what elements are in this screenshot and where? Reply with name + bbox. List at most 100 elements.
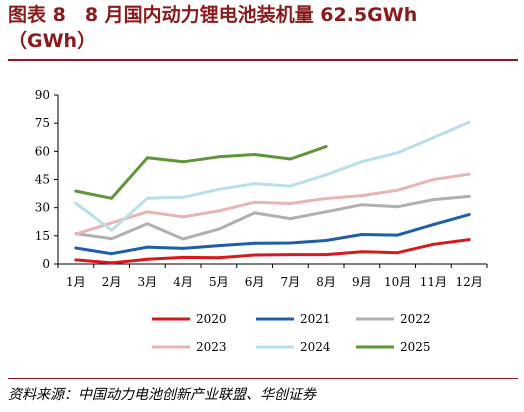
legend-item-2025: 2025 bbox=[356, 340, 431, 354]
data-point-2021 bbox=[253, 241, 257, 245]
data-point-2023 bbox=[288, 202, 292, 205]
data-point-2020 bbox=[324, 253, 328, 257]
legend-label: 2024 bbox=[300, 340, 331, 354]
series-line-2024 bbox=[74, 120, 471, 232]
legend-label: 2023 bbox=[196, 340, 227, 354]
data-point-2022 bbox=[360, 203, 364, 207]
legend-label: 2022 bbox=[400, 312, 431, 326]
data-point-2022 bbox=[396, 205, 400, 209]
data-point-2022 bbox=[217, 227, 221, 231]
data-point-2024 bbox=[431, 136, 435, 140]
data-point-2023 bbox=[467, 172, 471, 176]
x-tick-label: 12月 bbox=[455, 275, 482, 289]
data-point-2023 bbox=[396, 188, 400, 192]
x-tick-label: 11月 bbox=[420, 275, 447, 289]
data-point-2025 bbox=[145, 156, 149, 160]
source-note: 资料来源：中国动力电池创新产业联盟、华创证券 bbox=[8, 387, 316, 403]
source-divider bbox=[8, 378, 518, 379]
data-point-2025 bbox=[288, 157, 292, 161]
data-point-2020 bbox=[74, 258, 78, 262]
legend-item-2021: 2021 bbox=[256, 312, 331, 326]
data-point-2024 bbox=[110, 228, 114, 232]
data-point-2020 bbox=[110, 261, 114, 265]
y-tick-label: 60 bbox=[35, 144, 50, 158]
x-tick-label: 1月 bbox=[66, 275, 86, 289]
data-point-2022 bbox=[181, 237, 185, 241]
data-point-2022 bbox=[110, 237, 114, 241]
data-point-2020 bbox=[145, 257, 149, 261]
x-tick-label: 5月 bbox=[209, 275, 229, 289]
data-point-2021 bbox=[431, 223, 435, 227]
data-point-2021 bbox=[396, 233, 400, 237]
data-point-2025 bbox=[217, 155, 221, 159]
data-point-2020 bbox=[288, 253, 292, 257]
data-point-2025 bbox=[324, 145, 328, 149]
data-point-2021 bbox=[181, 246, 185, 250]
data-point-2022 bbox=[431, 198, 435, 202]
legend-label: 2025 bbox=[400, 340, 431, 354]
data-point-2024 bbox=[467, 120, 471, 124]
y-tick-label: 45 bbox=[35, 173, 50, 187]
data-point-2022 bbox=[288, 217, 292, 221]
data-point-2023 bbox=[253, 200, 257, 204]
data-point-2024 bbox=[288, 184, 292, 188]
x-tick-label: 9月 bbox=[352, 275, 372, 289]
data-point-2022 bbox=[467, 194, 471, 198]
title-divider bbox=[8, 59, 518, 61]
legend-label: 2020 bbox=[196, 312, 227, 326]
x-tick-label: 6月 bbox=[245, 275, 265, 289]
data-point-2024 bbox=[396, 151, 400, 155]
data-point-2024 bbox=[324, 173, 328, 177]
data-point-2022 bbox=[145, 222, 149, 226]
x-tick-label: 7月 bbox=[281, 275, 301, 289]
legend-label: 2021 bbox=[300, 312, 331, 326]
x-tick-label: 3月 bbox=[138, 275, 158, 289]
data-point-2020 bbox=[431, 242, 435, 246]
data-point-2021 bbox=[324, 239, 328, 242]
data-point-2020 bbox=[467, 238, 471, 242]
data-point-2021 bbox=[217, 244, 221, 248]
data-point-2023 bbox=[181, 215, 185, 219]
data-point-2024 bbox=[74, 201, 78, 205]
data-point-2023 bbox=[217, 209, 221, 213]
data-point-2021 bbox=[145, 245, 149, 249]
data-point-2025 bbox=[74, 189, 78, 193]
data-point-2023 bbox=[110, 221, 114, 225]
series-line-2021 bbox=[74, 213, 471, 256]
data-point-2022 bbox=[324, 210, 328, 214]
data-point-2024 bbox=[253, 182, 257, 186]
data-point-2020 bbox=[360, 250, 364, 254]
data-point-2022 bbox=[253, 211, 257, 215]
legend-item-2023: 2023 bbox=[152, 340, 227, 354]
data-point-2020 bbox=[253, 253, 257, 257]
data-point-2024 bbox=[360, 160, 364, 164]
data-point-2024 bbox=[217, 187, 221, 191]
data-point-2023 bbox=[74, 232, 78, 236]
series-line-2022 bbox=[74, 194, 471, 241]
y-tick-label: 90 bbox=[35, 88, 50, 102]
data-point-2023 bbox=[145, 210, 149, 214]
x-tick-label: 2月 bbox=[102, 275, 122, 289]
data-point-2021 bbox=[74, 246, 78, 250]
x-tick-label: 8月 bbox=[316, 275, 336, 289]
data-point-2020 bbox=[217, 256, 221, 260]
data-point-2021 bbox=[110, 252, 114, 256]
y-tick-label: 15 bbox=[35, 229, 50, 243]
chart-title: 图表 8 8 月国内动力锂电池装机量 62.5GWh （GWh） bbox=[8, 2, 518, 54]
data-point-2020 bbox=[396, 251, 400, 255]
data-point-2023 bbox=[360, 194, 364, 198]
data-point-2021 bbox=[360, 233, 364, 236]
chart-title-line1: 图表 8 8 月国内动力锂电池装机量 62.5GWh bbox=[8, 4, 418, 26]
y-tick-label: 30 bbox=[35, 201, 50, 215]
chart-title-line2: （GWh） bbox=[8, 30, 97, 52]
data-point-2025 bbox=[181, 160, 185, 164]
series-line-2025 bbox=[74, 145, 328, 200]
x-tick-label: 4月 bbox=[173, 275, 193, 289]
legend-item-2020: 2020 bbox=[152, 312, 227, 326]
x-tick-label: 10月 bbox=[384, 275, 411, 289]
data-point-2024 bbox=[181, 195, 185, 199]
legend-item-2024: 2024 bbox=[256, 340, 331, 354]
legend-item-2022: 2022 bbox=[356, 312, 431, 326]
y-tick-label: 0 bbox=[42, 257, 50, 271]
